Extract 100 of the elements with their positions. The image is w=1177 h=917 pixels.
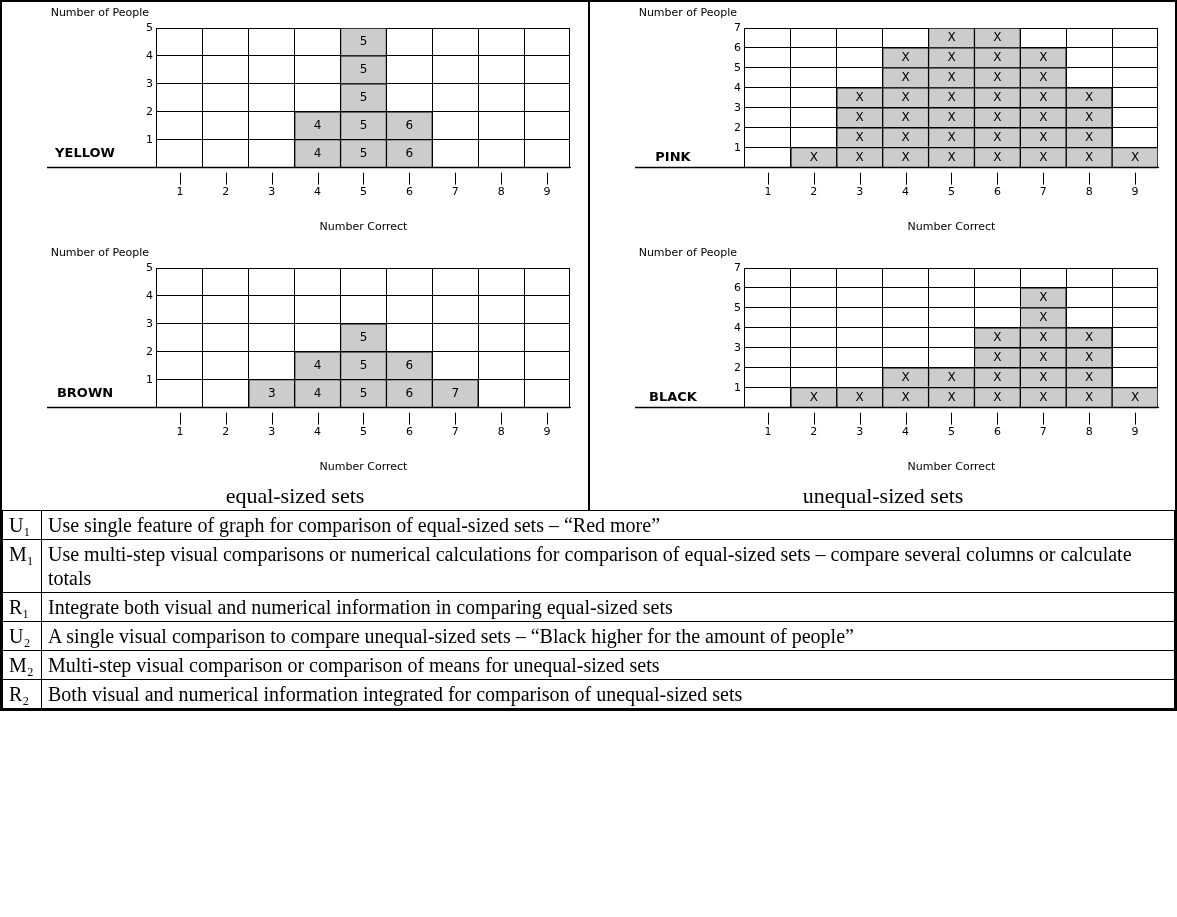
- text: R₂: [2, 679, 42, 709]
- data-label: X: [947, 149, 956, 164]
- y-tick-label: 5: [146, 260, 153, 274]
- data-label: X: [993, 89, 1002, 104]
- annotation: 5: [359, 117, 368, 132]
- data-label: X: [1039, 290, 1048, 305]
- data-label: X: [947, 89, 956, 104]
- x-tick-label: 4: [314, 425, 322, 439]
- data-label: X: [1039, 369, 1048, 384]
- text: unequal-sized sets: [801, 482, 965, 510]
- data-label: X: [947, 129, 956, 144]
- data-label: X: [1085, 389, 1094, 404]
- data-label: X: [1085, 329, 1094, 344]
- data-label: X: [1039, 389, 1048, 404]
- text: YELLOW: [54, 145, 115, 161]
- annotation: 5: [359, 145, 368, 160]
- y-tick-label: 1: [146, 132, 153, 146]
- x-axis-title: Number Correct: [907, 220, 997, 234]
- data-label: X: [993, 369, 1002, 384]
- data-label: X: [1039, 129, 1048, 144]
- data-label: X: [947, 109, 956, 124]
- x-tick-label: 3: [268, 425, 276, 439]
- y-tick-label: 4: [146, 48, 153, 62]
- y-tick-label: 1: [734, 380, 741, 394]
- x-tick-label: 5: [948, 185, 955, 199]
- data-label: X: [901, 89, 910, 104]
- data-label: X: [1039, 89, 1048, 104]
- data-label: X: [1085, 349, 1094, 364]
- x-tick-label: 1: [176, 425, 184, 439]
- x-tick-label: 6: [405, 425, 413, 439]
- y-tick-label: 3: [734, 340, 741, 354]
- y-tick-label: 3: [146, 76, 153, 90]
- data-label: X: [947, 69, 956, 84]
- data-label: X: [809, 389, 818, 404]
- y-tick-label: 6: [734, 40, 741, 54]
- x-tick-label: 3: [268, 185, 276, 199]
- y-tick-label: 3: [146, 316, 153, 330]
- data-label: X: [1039, 309, 1048, 324]
- x-tick-label: 1: [176, 185, 184, 199]
- annotation: 5: [359, 62, 368, 76]
- text: Use multi-step visual comparisons or numerical calculations for comparison of equal-sized sets – compare several columns or calculate totals: [41, 539, 1175, 593]
- text: U₁: [2, 510, 42, 540]
- data-label: X: [1130, 149, 1140, 164]
- x-tick-label: 6: [993, 185, 1001, 199]
- y-axis-title: Number of People: [50, 246, 150, 260]
- data-label: X: [1085, 149, 1094, 164]
- y-tick-label: 4: [734, 80, 741, 94]
- text: Both visual and numerical information integrated for comparison of unequal-sized sets: [41, 679, 1175, 709]
- x-tick-label: 4: [314, 185, 322, 199]
- data-label: X: [993, 129, 1002, 144]
- data-label: X: [993, 389, 1002, 404]
- x-tick-label: 1: [764, 185, 772, 199]
- data-label: X: [855, 149, 864, 164]
- x-tick-label: 3: [856, 185, 864, 199]
- y-axis-title: Number of People: [638, 246, 738, 260]
- y-tick-label: 7: [734, 20, 741, 34]
- annotation: 4: [313, 145, 322, 160]
- text: PINK: [655, 149, 692, 164]
- x-tick-label: 9: [1131, 185, 1139, 199]
- x-tick-label: 6: [993, 425, 1001, 439]
- x-tick-label: 8: [497, 185, 505, 199]
- data-label: X: [993, 349, 1002, 364]
- data-label: X: [1039, 69, 1048, 84]
- y-tick-label: 2: [734, 360, 741, 374]
- data-label: X: [855, 129, 864, 144]
- data-label: X: [1085, 109, 1094, 124]
- data-label: X: [901, 50, 910, 65]
- data-label: X: [993, 50, 1002, 65]
- text: R₁: [2, 592, 42, 622]
- text: A single visual comparison to compare unequal-sized sets – “Black higher for the amount of people”: [41, 621, 1175, 651]
- text: BROWN: [56, 385, 114, 401]
- text: Multi-step visual comparison or comparison of means for unequal-sized sets: [41, 650, 1175, 680]
- data-label: X: [947, 50, 956, 65]
- x-tick-label: 8: [1085, 185, 1093, 199]
- data-label: X: [947, 30, 956, 45]
- data-label: X: [1085, 129, 1094, 144]
- data-label: X: [1039, 349, 1048, 364]
- data-label: X: [855, 109, 864, 124]
- text: Use single feature of graph for comparison of equal-sized sets – “Red more”: [41, 510, 1175, 540]
- data-label: X: [993, 109, 1002, 124]
- y-tick-label: 3: [734, 100, 741, 114]
- x-tick-label: 4: [902, 185, 910, 199]
- y-tick-label: 7: [734, 260, 741, 274]
- x-tick-label: 2: [222, 425, 230, 439]
- data-label: X: [1039, 50, 1048, 65]
- x-tick-label: 2: [810, 425, 818, 439]
- y-axis-title: Number of People: [50, 6, 150, 20]
- y-tick-label: 5: [734, 60, 741, 74]
- text: equal-sized sets: [224, 482, 366, 510]
- x-tick-label: 2: [222, 185, 230, 199]
- annotation: 5: [359, 34, 368, 49]
- x-tick-label: 5: [360, 425, 367, 439]
- x-tick-label: 7: [451, 425, 459, 439]
- x-axis-title: Number Correct: [907, 460, 997, 474]
- annotation: 7: [451, 385, 460, 400]
- text: M₁: [2, 539, 42, 593]
- annotation: 6: [405, 117, 414, 132]
- x-tick-label: 2: [810, 185, 818, 199]
- x-tick-label: 8: [1085, 425, 1093, 439]
- annotation: 3: [267, 385, 276, 400]
